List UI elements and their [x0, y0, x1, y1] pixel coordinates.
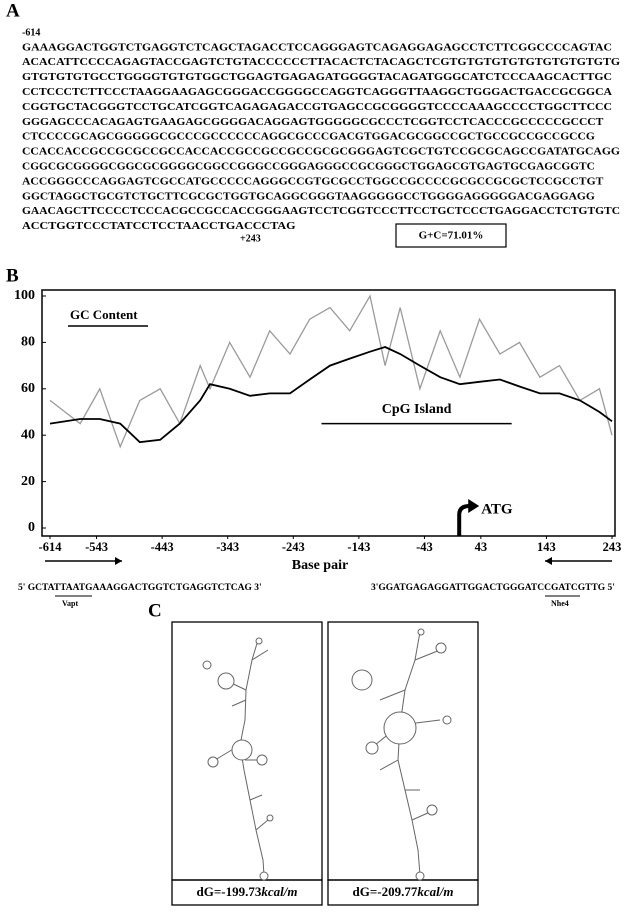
cpg-label: CpG Island [382, 402, 452, 417]
x-tick-label: -543 [85, 540, 108, 554]
data-line [49, 346, 613, 444]
legend-label: GC Content [70, 307, 138, 322]
y-tick-label: 40 [21, 427, 35, 442]
y-tick-label: 0 [28, 520, 35, 535]
primer-arrowhead [545, 557, 552, 565]
x-tick-label: 143 [537, 540, 556, 554]
x-axis-title: Base pair [292, 558, 348, 573]
sequence-end: +243 [240, 233, 261, 244]
x-tick-label: -343 [216, 540, 239, 554]
y-tick-label: 80 [21, 335, 35, 350]
dg-unit: kcal/m [261, 884, 297, 899]
panel-label: C [148, 600, 162, 621]
sequence-line: ACACATTCCCCAGAGTACCGAGTCTGTACCCCCCTTACAC… [22, 57, 620, 68]
y-tick-label: 60 [21, 381, 35, 396]
sequence-line: CGGCGCGGGGCGGCGCGGGGCGGCCGGGCCGGGAGGGCCG… [22, 161, 595, 172]
x-tick-label: -443 [151, 540, 174, 554]
panel-label: A [6, 0, 20, 21]
sequence-start: -614 [22, 27, 40, 38]
sequence-line: ACCGGGCCCAGGAGTCGCCATGCCCCCAGGGCCGTGCGCC… [22, 176, 604, 187]
primer-reverse: 3'GGATGAGAGGATTGGACTGGGATCCGATCGTTG 5' [371, 583, 615, 593]
atg-label: ATG [481, 501, 513, 517]
sequence-line: GAACAGCTTCCCCTCCCACGCCGCCACCGGGAAGTCCTCG… [22, 206, 620, 217]
atg-arrowhead [468, 499, 480, 513]
sequence-line: GAAAGGACTGGTCTGAGGTCTCAGCTAGACCTCCAGGGAG… [22, 42, 612, 53]
sequence-line: CTCCCCGCAGCGGGGGCGCCCGCCCCCCAGGCGCCCGACG… [22, 132, 595, 143]
atg-arrow [457, 504, 470, 536]
rna-structure [202, 637, 274, 881]
sequence-line: GTGTGTGTGCCTGGGGTGTGTGGCTGGAGTGAGAGATGGG… [22, 72, 612, 83]
chart-frame [41, 289, 616, 537]
sequence-line: GGGAGCCCACAGAGTGAAGAGCGGGGACAGGAGTGGGGGC… [22, 117, 604, 128]
primer-arrowhead [115, 557, 122, 565]
sequence-line: CCACCACCGCCGCGCCGCCACCACCGCCGCCGCCGCGCGG… [22, 147, 620, 158]
y-tick-label: 100 [14, 288, 35, 303]
label-box [171, 879, 323, 906]
dg-unit: kcal/m [417, 884, 453, 899]
x-tick-label: 243 [603, 540, 622, 554]
x-tick-label: -614 [39, 540, 63, 554]
gc-box [395, 223, 507, 248]
x-tick-label: -143 [347, 540, 370, 554]
sequence-line: CGGTGCTACGGGTCCTGCATCGGTCAGAGAGACCGTGAGC… [22, 102, 612, 113]
x-tick-label: 43 [475, 540, 488, 554]
y-tick-label: 20 [21, 474, 35, 489]
primer-forward: 5' GCTATTAATGAAAGGACTGGTCTGAGGTCTCAG 3' [18, 583, 262, 593]
dg-value: dG=-199.73 [197, 884, 262, 899]
x-tick-label: -43 [416, 540, 433, 554]
sequence-line: ACCTGGTCCCTATCCTCCTAACCTGACCCTAG [22, 221, 296, 232]
x-tick-label: -243 [282, 540, 305, 554]
data-line [49, 294, 613, 449]
rna-structure [351, 628, 452, 881]
dg-value: dG=-209.77 [353, 884, 418, 899]
gc-text: G+C=71.01% [419, 230, 484, 242]
sequence-line: GGCTAGGCTGCGTCTGCTTCGCGCTGGTGCAGGCGGGTAA… [22, 191, 595, 202]
panel-label: B [6, 265, 19, 286]
label-box [327, 879, 479, 906]
sequence-line: CCTCCCTCTTCCCTAAGGAAGAGCGGGACCGGGGCCAGGT… [22, 87, 613, 98]
dg-label: dG=-199.73kcal/m [197, 884, 298, 899]
structure-box [327, 621, 479, 881]
dg-label: dG=-209.77kcal/m [353, 884, 454, 899]
primer-site: Vapt [62, 599, 78, 608]
primer-site: Nhe4 [551, 599, 569, 608]
